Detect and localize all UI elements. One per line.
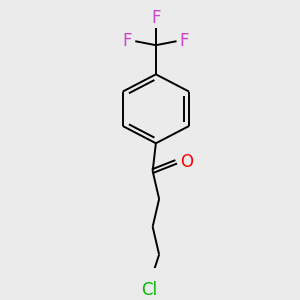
Text: F: F [123, 32, 132, 50]
Text: Cl: Cl [141, 281, 157, 299]
Text: F: F [179, 32, 189, 50]
Text: O: O [180, 153, 193, 171]
Text: F: F [151, 9, 160, 27]
